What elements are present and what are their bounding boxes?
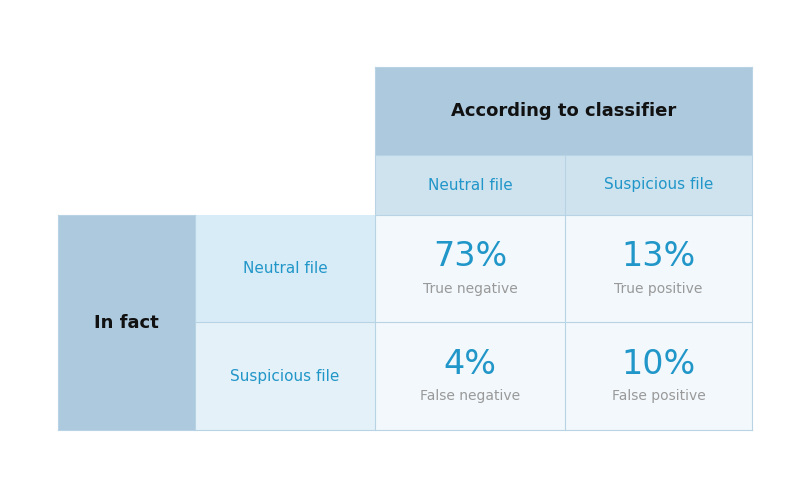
Bar: [565, 155, 752, 215]
Text: In fact: In fact: [94, 313, 159, 332]
Bar: [565, 215, 752, 322]
Bar: [375, 215, 565, 322]
Text: 13%: 13%: [622, 240, 696, 273]
Text: False positive: False positive: [612, 389, 706, 403]
Text: Suspicious file: Suspicious file: [604, 178, 713, 192]
Text: True negative: True negative: [422, 281, 518, 296]
Text: 4%: 4%: [443, 348, 497, 381]
Text: According to classifier: According to classifier: [451, 102, 676, 120]
Text: Neutral file: Neutral file: [242, 261, 327, 276]
Bar: [375, 155, 565, 215]
Bar: [195, 215, 375, 322]
Text: Neutral file: Neutral file: [428, 178, 512, 192]
Bar: [375, 67, 752, 155]
Text: 10%: 10%: [622, 348, 696, 381]
Bar: [195, 322, 375, 430]
Text: True positive: True positive: [614, 281, 702, 296]
Text: 73%: 73%: [433, 240, 507, 273]
Text: False negative: False negative: [420, 389, 520, 403]
Text: Suspicious file: Suspicious file: [230, 369, 340, 384]
Bar: [58, 215, 195, 430]
Bar: [375, 322, 565, 430]
Bar: [565, 322, 752, 430]
